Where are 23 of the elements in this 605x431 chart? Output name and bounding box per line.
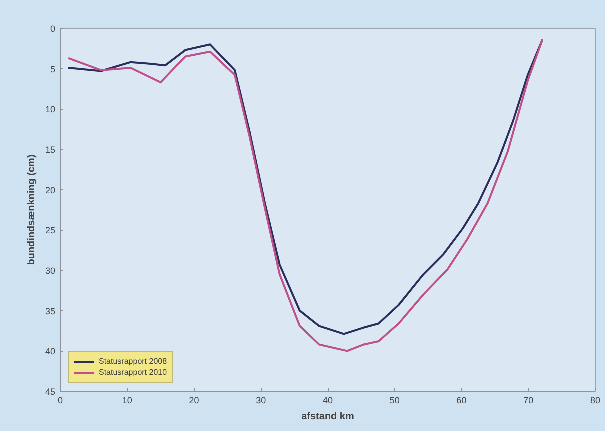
x-tick-label: 50: [390, 396, 400, 406]
y-tick-label: 0: [50, 24, 56, 34]
x-tick-label: 20: [189, 396, 200, 406]
x-axis-title: afstand km: [302, 412, 355, 422]
x-tick-label: 30: [256, 396, 266, 406]
x-tick-label: 40: [322, 396, 334, 406]
x-tick-label: 80: [590, 396, 601, 406]
y-tick-label: 15: [45, 145, 56, 155]
y-tick-label: 40: [45, 346, 56, 357]
x-tick-label: 0: [58, 396, 64, 406]
x-tick-label: 70: [524, 396, 534, 406]
y-tick-label: 45: [45, 387, 56, 397]
legend-label: Statusrapport 2010: [99, 368, 168, 377]
y-tick-label: 5: [50, 64, 56, 74]
x-tick-label: 10: [122, 396, 132, 406]
y-tick-label: 20: [45, 185, 56, 196]
x-tick-label: 60: [456, 396, 467, 406]
y-tick-label: 10: [45, 104, 56, 115]
y-tick-label: 25: [45, 226, 56, 236]
y-axis-title: bundindsænkning (cm): [26, 154, 38, 266]
legend-label: Statusrapport 2008: [99, 357, 168, 366]
y-tick-label: 35: [45, 306, 56, 316]
y-tick-label: 30: [45, 266, 56, 276]
